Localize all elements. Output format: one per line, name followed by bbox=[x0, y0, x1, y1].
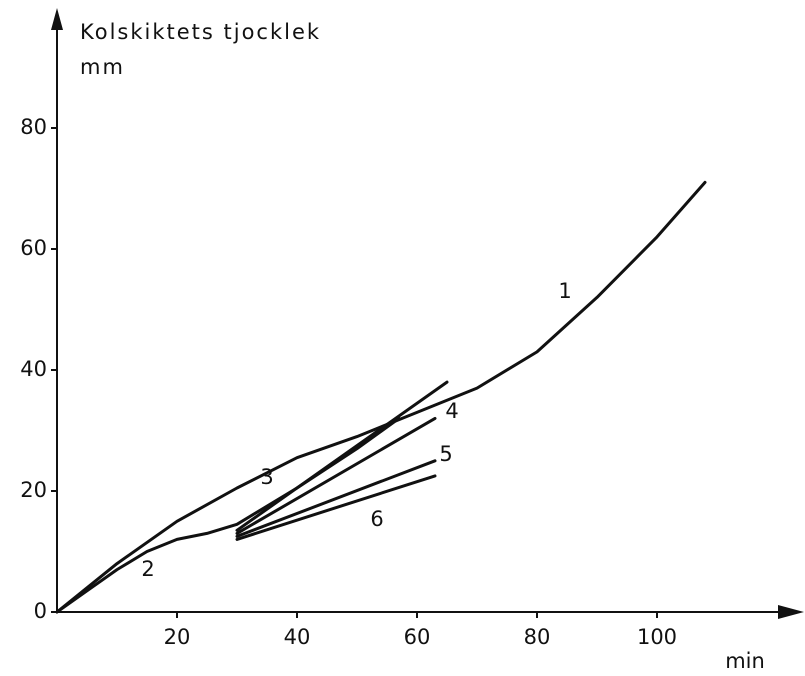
curve bbox=[235, 416, 437, 535]
y-tick-label: 80 bbox=[20, 115, 47, 139]
curve bbox=[235, 380, 449, 532]
y-axis-label: Kolskiktets tjocklek bbox=[80, 20, 321, 44]
y-tick-label: 40 bbox=[20, 357, 47, 381]
x-tick-label: 80 bbox=[524, 625, 551, 649]
x-tick-label: 20 bbox=[164, 625, 191, 649]
x-axis-label: min bbox=[725, 649, 765, 673]
curve-label: 3 bbox=[260, 465, 273, 489]
curve-label: 4 bbox=[445, 399, 458, 423]
x-tick-label: 40 bbox=[284, 625, 311, 649]
y-axis-unit: mm bbox=[80, 55, 125, 79]
curve-label: 2 bbox=[141, 557, 154, 581]
y-axis-arrow bbox=[51, 8, 63, 30]
curve-label: 1 bbox=[558, 279, 571, 303]
y-tick-label: 0 bbox=[34, 599, 47, 623]
x-tick-label: 100 bbox=[637, 625, 677, 649]
x-axis-arrow bbox=[778, 605, 804, 619]
curve bbox=[235, 474, 437, 541]
curve bbox=[235, 459, 437, 538]
curve-label: 6 bbox=[370, 507, 383, 531]
x-tick-label: 60 bbox=[404, 625, 431, 649]
y-tick-label: 20 bbox=[20, 478, 47, 502]
y-tick-label: 60 bbox=[20, 236, 47, 260]
curve-label: 5 bbox=[439, 442, 452, 466]
curve bbox=[55, 180, 707, 614]
curve bbox=[55, 416, 401, 614]
